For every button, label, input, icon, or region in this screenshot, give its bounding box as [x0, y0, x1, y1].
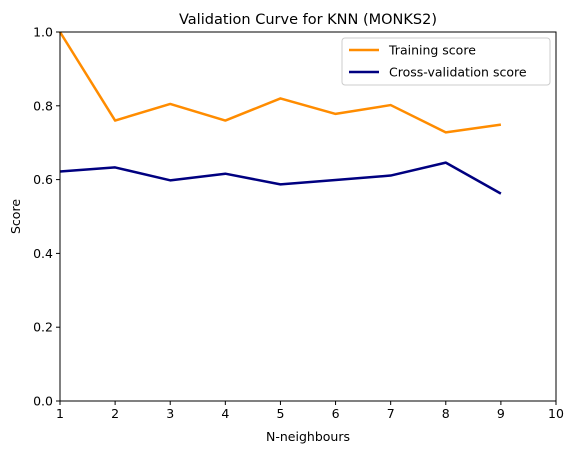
x-tick-label: 6 — [332, 406, 340, 421]
x-axis-label: N-neighbours — [266, 429, 350, 444]
legend: Training score Cross-validation score — [341, 37, 551, 86]
series-line-training — [58, 31, 502, 134]
x-tick-label: 4 — [221, 406, 229, 421]
y-tick-label: 1.0 — [33, 25, 53, 40]
y-tick-label: 0.2 — [33, 320, 53, 335]
axis-ticks: 1 2 3 4 5 6 7 8 9 10 0.0 0.2 0.4 0.6 0.8 1.0 — [33, 25, 564, 422]
y-tick-label: 0.8 — [33, 98, 53, 113]
plot-frame — [59, 31, 557, 402]
y-tick-label: 0.6 — [33, 172, 53, 187]
x-tick-label: 1 — [56, 406, 64, 421]
x-tick-label: 2 — [111, 406, 119, 421]
x-tick-label: 8 — [442, 406, 450, 421]
series-line-cross-validation — [59, 161, 502, 195]
x-tick-label: 7 — [387, 406, 395, 421]
legend-label-cross-validation: Cross-validation score — [389, 65, 527, 80]
chart-title: Validation Curve for KNN (MONKS2) — [179, 12, 437, 28]
x-tick-label: 9 — [497, 406, 505, 421]
x-tick-label: 10 — [548, 406, 564, 421]
plot-area — [60, 32, 556, 401]
legend-box — [341, 37, 551, 86]
legend-label-training: Training score — [388, 43, 476, 58]
x-tick-label: 3 — [166, 406, 174, 421]
y-tick-label: 0.0 — [33, 394, 53, 409]
y-axis-label: Score — [8, 199, 23, 234]
x-tick-label: 5 — [276, 406, 284, 421]
series-lines — [58, 31, 502, 195]
y-tick-label: 0.4 — [33, 246, 53, 261]
